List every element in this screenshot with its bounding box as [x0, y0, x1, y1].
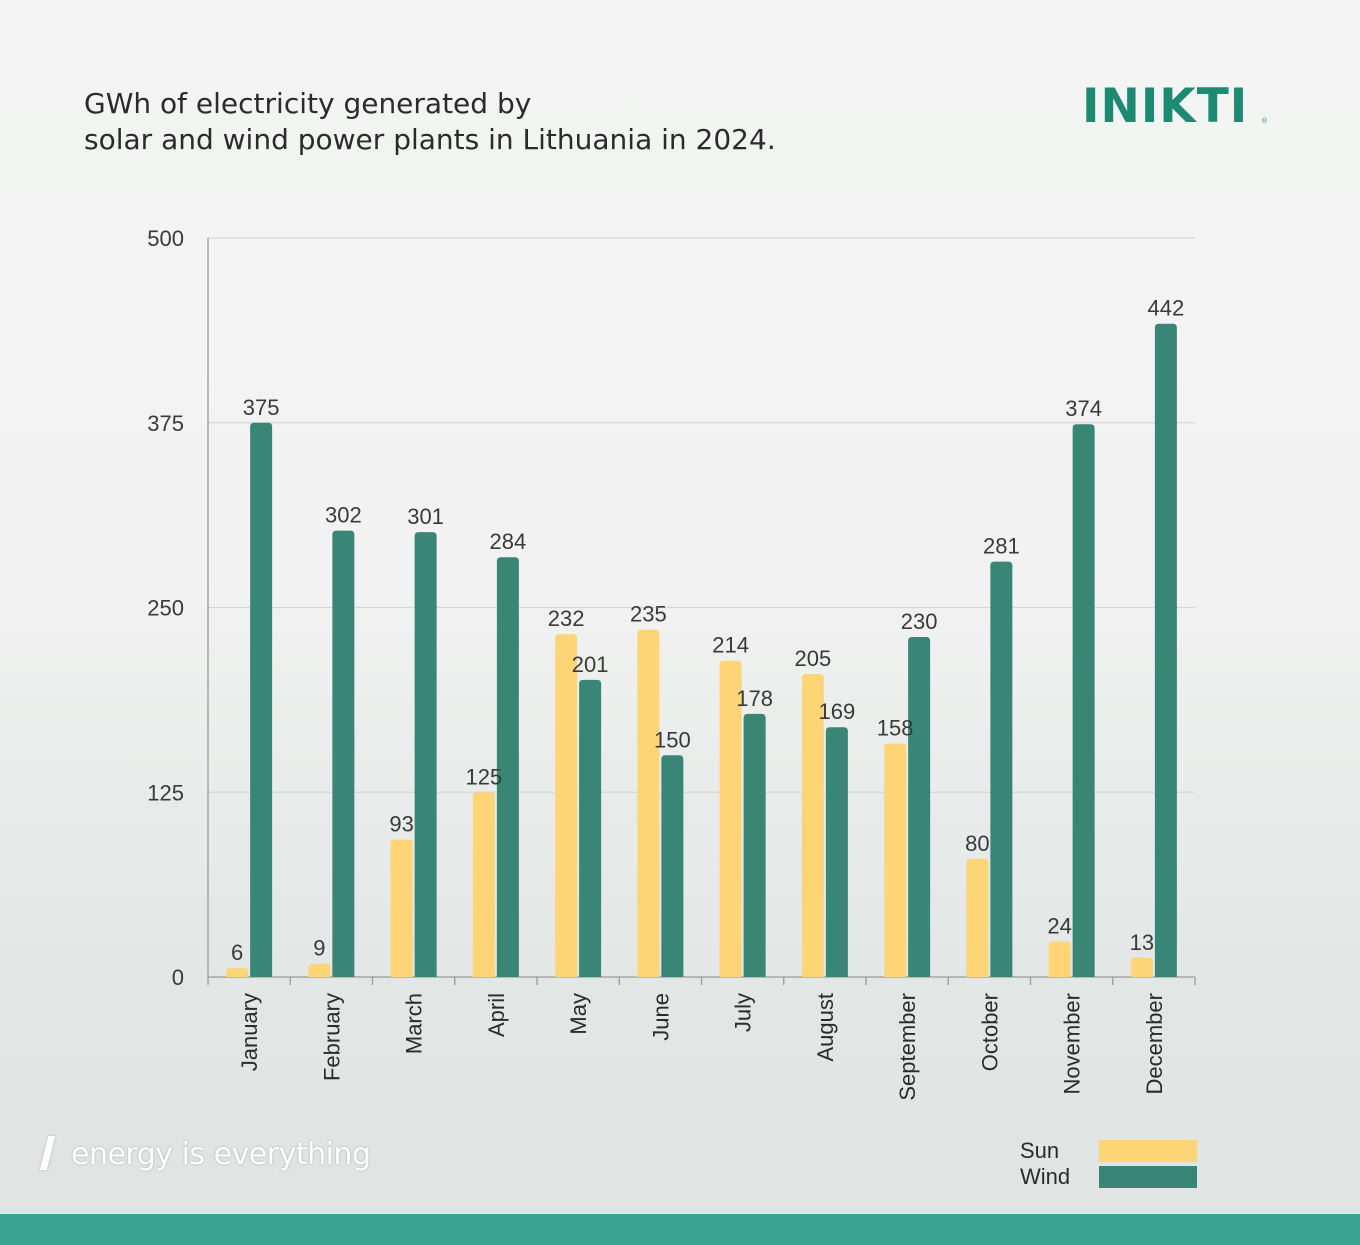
bar-sun [472, 792, 495, 977]
data-label-sun: 214 [712, 633, 749, 658]
data-label-wind: 284 [490, 529, 527, 554]
data-label-wind: 374 [1065, 396, 1102, 421]
data-label-wind: 150 [654, 727, 691, 752]
bars [226, 323, 1177, 977]
y-tick-label: 250 [147, 596, 184, 621]
x-tick-label: December [1142, 993, 1167, 1094]
y-tick-label: 375 [147, 411, 184, 436]
bar-wind [1154, 323, 1177, 977]
chart-title-line-2: solar and wind power plants in Lithuania… [84, 123, 776, 156]
bar-sun [226, 968, 249, 977]
data-label-sun: 6 [231, 940, 243, 965]
y-tick-label: 125 [147, 780, 184, 805]
x-tick-label: March [402, 993, 427, 1054]
y-tick-label: 500 [147, 226, 184, 251]
bar-wind [579, 679, 602, 977]
bar-sun [308, 963, 331, 977]
data-label-sun: 205 [795, 646, 832, 671]
chart-legend: Sun Wind [1018, 1138, 1203, 1190]
data-label-sun: 93 [389, 812, 413, 837]
bar-wind [414, 532, 437, 977]
bar-sun [801, 674, 824, 977]
data-label-wind: 302 [325, 503, 362, 528]
tagline: energy is everything [39, 1136, 371, 1176]
legend-swatch-wind [1099, 1166, 1197, 1188]
data-label-wind: 178 [736, 686, 773, 711]
data-label-wind: 169 [819, 699, 856, 724]
bar-wind [332, 530, 355, 977]
x-tick-label: February [319, 993, 344, 1081]
y-tick-label: 0 [172, 965, 184, 990]
bar-wind [1072, 424, 1095, 977]
data-label-sun: 232 [548, 606, 585, 631]
bar-sun [719, 660, 742, 977]
x-tick-label: May [566, 993, 591, 1035]
bar-sun [555, 634, 578, 977]
footer-bar [0, 1214, 1360, 1245]
data-label-wind: 201 [572, 652, 609, 677]
bar-sun [884, 743, 907, 977]
logo-registered-mark: ® [1262, 118, 1268, 125]
x-tick-label: June [648, 993, 673, 1041]
data-labels: 6 375 9 302 93 301 125 284 232 201 235 150 214 178 205… [231, 296, 1184, 965]
data-label-wind: 442 [1148, 296, 1185, 321]
data-label-wind: 375 [243, 395, 280, 420]
tagline-text: energy is everything [71, 1137, 371, 1172]
data-label-sun: 158 [877, 715, 914, 740]
bar-wind [743, 713, 766, 977]
legend-swatch-sun [1099, 1140, 1197, 1162]
legend-item-wind: Wind [1018, 1164, 1203, 1190]
bar-wind [496, 557, 519, 977]
data-label-sun: 24 [1047, 914, 1071, 939]
data-label-sun: 80 [965, 831, 989, 856]
bar-sun [390, 839, 413, 977]
bar-sun [1048, 941, 1071, 977]
bar-wind [908, 637, 931, 977]
x-tick-label: January [237, 993, 262, 1071]
x-tick-label: November [1060, 993, 1085, 1094]
data-label-sun: 9 [313, 936, 325, 961]
chart-title-line-1: GWh of electricity generated by [84, 87, 532, 120]
x-axis-tick-labels: January February March April May June July Augu… [207, 977, 1196, 1101]
inikti-logo: INIKTI [1082, 79, 1249, 134]
bar-sun [966, 858, 989, 977]
data-label-sun: 235 [630, 602, 667, 627]
legend-label-sun: Sun [1020, 1138, 1060, 1163]
data-label-wind: 230 [901, 609, 938, 634]
legend-item-sun: Sun [1018, 1138, 1203, 1164]
data-label-wind: 281 [983, 534, 1020, 559]
chart-title: GWh of electricity generated by solar an… [84, 86, 904, 158]
x-tick-label: April [484, 993, 509, 1037]
x-tick-label: October [977, 993, 1002, 1071]
data-label-wind: 301 [407, 504, 444, 529]
bar-wind [990, 561, 1013, 977]
bar-wind [825, 727, 848, 977]
data-label-sun: 13 [1130, 930, 1154, 955]
grid-lines [208, 237, 1195, 793]
legend-label-wind: Wind [1020, 1164, 1071, 1189]
bar-sun [1130, 957, 1153, 977]
bar-wind [250, 422, 273, 977]
bar-sun [637, 629, 660, 977]
bar-wind [661, 755, 684, 977]
x-tick-label: September [895, 993, 920, 1101]
data-label-sun: 125 [466, 764, 503, 789]
y-axis-tick-labels: 0 125 250 375 500 [147, 226, 184, 990]
x-tick-label: July [731, 993, 756, 1032]
x-tick-label: August [813, 993, 838, 1062]
